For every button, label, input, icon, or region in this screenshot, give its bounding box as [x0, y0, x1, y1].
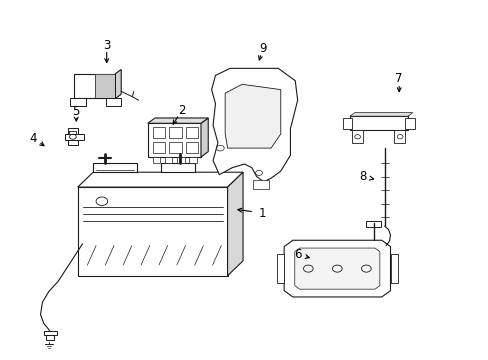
Polygon shape	[276, 255, 284, 283]
Polygon shape	[405, 118, 414, 129]
Text: 9: 9	[259, 42, 266, 55]
Polygon shape	[211, 68, 297, 182]
Text: 1: 1	[259, 207, 266, 220]
Polygon shape	[390, 255, 397, 283]
Polygon shape	[284, 240, 390, 297]
Text: 2: 2	[178, 104, 185, 117]
Polygon shape	[161, 163, 194, 172]
Polygon shape	[227, 172, 243, 276]
Polygon shape	[169, 127, 181, 138]
Polygon shape	[188, 157, 196, 163]
Polygon shape	[95, 74, 115, 99]
Polygon shape	[349, 116, 407, 130]
Polygon shape	[351, 130, 363, 143]
Polygon shape	[78, 187, 227, 276]
Polygon shape	[105, 99, 121, 106]
Text: 7: 7	[395, 72, 402, 85]
Polygon shape	[393, 130, 405, 143]
Text: 6: 6	[293, 248, 301, 261]
Polygon shape	[366, 221, 380, 227]
Polygon shape	[115, 69, 121, 99]
Polygon shape	[152, 142, 165, 153]
Polygon shape	[67, 127, 78, 145]
Polygon shape	[224, 84, 280, 148]
Text: 8: 8	[359, 170, 366, 183]
Polygon shape	[152, 157, 160, 163]
Polygon shape	[70, 99, 86, 106]
Polygon shape	[74, 74, 115, 99]
Text: 4: 4	[29, 132, 37, 145]
Polygon shape	[78, 172, 243, 187]
Polygon shape	[169, 142, 181, 153]
Polygon shape	[164, 157, 172, 163]
Polygon shape	[44, 330, 57, 335]
Polygon shape	[342, 118, 351, 129]
Text: 3: 3	[103, 39, 110, 52]
Polygon shape	[147, 118, 208, 123]
Polygon shape	[69, 131, 76, 134]
Polygon shape	[152, 127, 165, 138]
Text: 5: 5	[72, 105, 80, 118]
Polygon shape	[201, 118, 208, 157]
Polygon shape	[93, 163, 137, 172]
Polygon shape	[65, 134, 84, 140]
Polygon shape	[46, 335, 54, 340]
Polygon shape	[147, 123, 201, 157]
Polygon shape	[294, 248, 379, 289]
Polygon shape	[185, 142, 198, 153]
Polygon shape	[349, 113, 412, 116]
Polygon shape	[185, 127, 198, 138]
Polygon shape	[253, 180, 268, 189]
Polygon shape	[177, 157, 184, 163]
